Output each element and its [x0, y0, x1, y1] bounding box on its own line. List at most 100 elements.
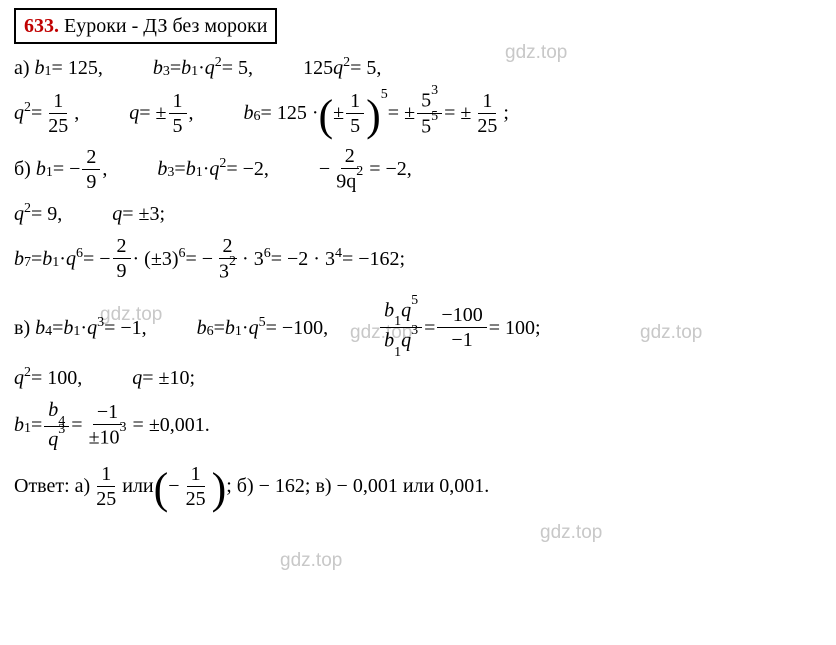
var-q: q [209, 155, 219, 183]
denominator: 9q2 [332, 169, 367, 194]
sub: 1 [73, 322, 80, 342]
text: = 125 · [261, 99, 319, 127]
denominator: 9 [113, 259, 131, 283]
text: = −2 · 3 [271, 245, 335, 273]
text: · [198, 54, 205, 82]
text: − [319, 155, 330, 183]
var-b: b [14, 245, 24, 273]
var-q: q [66, 245, 76, 273]
sub: 3 [163, 62, 170, 82]
text: · 3 [242, 245, 264, 273]
part-a-line1: а) b1 = 125, b3 = b1 · q2 = 5, 125 q2 = … [14, 54, 822, 82]
text: · [242, 314, 249, 342]
text: = [214, 314, 225, 342]
part-a-line2: q2 = 1 25 , q = ± 1 5 , b6 = 125 · ( ± 1… [14, 88, 822, 138]
var-b: b [225, 314, 235, 342]
sub: 1 [191, 62, 198, 82]
numerator: −100 [437, 303, 486, 328]
text: = [170, 54, 181, 82]
var-q: q [333, 54, 343, 82]
paren-open: ( [154, 478, 169, 500]
part-c-line3: b1 = b4 q3 = −1 ±103 = ±0,001. [14, 398, 822, 452]
text: = 100; [489, 314, 541, 342]
text: = 9, [31, 200, 62, 228]
var-q: q [87, 314, 97, 342]
text: = −162; [342, 245, 405, 273]
fraction: b4 q3 [44, 398, 69, 452]
text: или [122, 472, 153, 500]
text: = − [83, 245, 111, 273]
part-b-line2: q2 = 9, q = ±3; [14, 200, 822, 228]
sub: 1 [46, 163, 53, 183]
content-wrapper: 633. Еуроки - ДЗ без мороки а) b1 = 125,… [14, 8, 822, 511]
part-b-line3: b7 = b1 · q6 = − 2 9 · (±3)6 = − 2 32 · … [14, 234, 822, 284]
watermark: gdz.top [540, 520, 602, 547]
text: = ±10; [142, 364, 195, 392]
sup: 2 [343, 53, 350, 73]
denominator: 32 [215, 259, 240, 284]
denominator: 25 [44, 114, 72, 138]
text: · (±3) [133, 245, 179, 273]
sub: 6 [254, 107, 261, 127]
text: − [168, 472, 179, 500]
denominator: 9 [82, 170, 100, 194]
var-b: b [153, 54, 163, 82]
numerator: 2 [113, 234, 131, 259]
numerator: 1 [478, 89, 496, 114]
numerator: 1 [49, 89, 67, 114]
numerator: 1 [187, 462, 205, 487]
var-b: b [35, 54, 45, 82]
sub: 1 [45, 62, 52, 82]
watermark: gdz.top [280, 548, 342, 575]
var-b: b [14, 411, 24, 439]
var-q: q [14, 99, 24, 127]
text: = − [53, 155, 81, 183]
part-b-line1: б) b1 = − 2 9 , b3 = b1 · q2 = −2, − 2 9… [14, 144, 822, 194]
numerator: 53 [417, 88, 442, 114]
var-b: b [197, 314, 207, 342]
part-a-label: а) [14, 54, 30, 82]
numerator: 1 [169, 89, 187, 114]
var-q: q [132, 364, 142, 392]
var-b: b [157, 155, 167, 183]
fraction: 2 9 [82, 145, 100, 194]
denominator: 5 [346, 114, 364, 138]
text: = [174, 155, 185, 183]
site-text: Еуроки - ДЗ без мороки [64, 15, 267, 37]
text: = 5, [350, 54, 381, 82]
text: = 100, [31, 364, 82, 392]
denominator: b1q3 [380, 328, 422, 357]
var-b: b [42, 245, 52, 273]
answer-label: Ответ: а) [14, 472, 90, 500]
fraction: 1 5 [169, 89, 187, 138]
text: = [31, 245, 42, 273]
fraction: b1q5 b1q3 [380, 298, 422, 358]
var-b: b [181, 54, 191, 82]
sup: 6 [76, 244, 83, 264]
numerator: 1 [97, 462, 115, 487]
sub: 4 [45, 322, 52, 342]
text: = [31, 99, 42, 127]
paren-close: ) [212, 478, 227, 500]
var-b: b [35, 314, 45, 342]
sup: 5 [259, 313, 266, 333]
fraction: 1 25 [92, 462, 120, 511]
part-b-label: б) [14, 155, 31, 183]
text: = −2, [226, 155, 269, 183]
text: = 5, [222, 54, 253, 82]
sup: 6 [178, 244, 185, 264]
denominator: 25 [182, 487, 210, 511]
sup: 5 [381, 85, 388, 105]
var-b: b [36, 155, 46, 183]
fraction: −100 −1 [437, 303, 486, 352]
denominator: 5 [169, 114, 187, 138]
sub: 1 [52, 253, 59, 273]
text: ; [503, 99, 509, 127]
text: = ±3; [122, 200, 165, 228]
denominator: 25 [473, 114, 501, 138]
sup: 3 [97, 313, 104, 333]
header-box: 633. Еуроки - ДЗ без мороки [14, 8, 277, 44]
fraction: 1 25 [473, 89, 501, 138]
fraction: 53 55 [417, 88, 442, 138]
text: = −2, [369, 155, 412, 183]
